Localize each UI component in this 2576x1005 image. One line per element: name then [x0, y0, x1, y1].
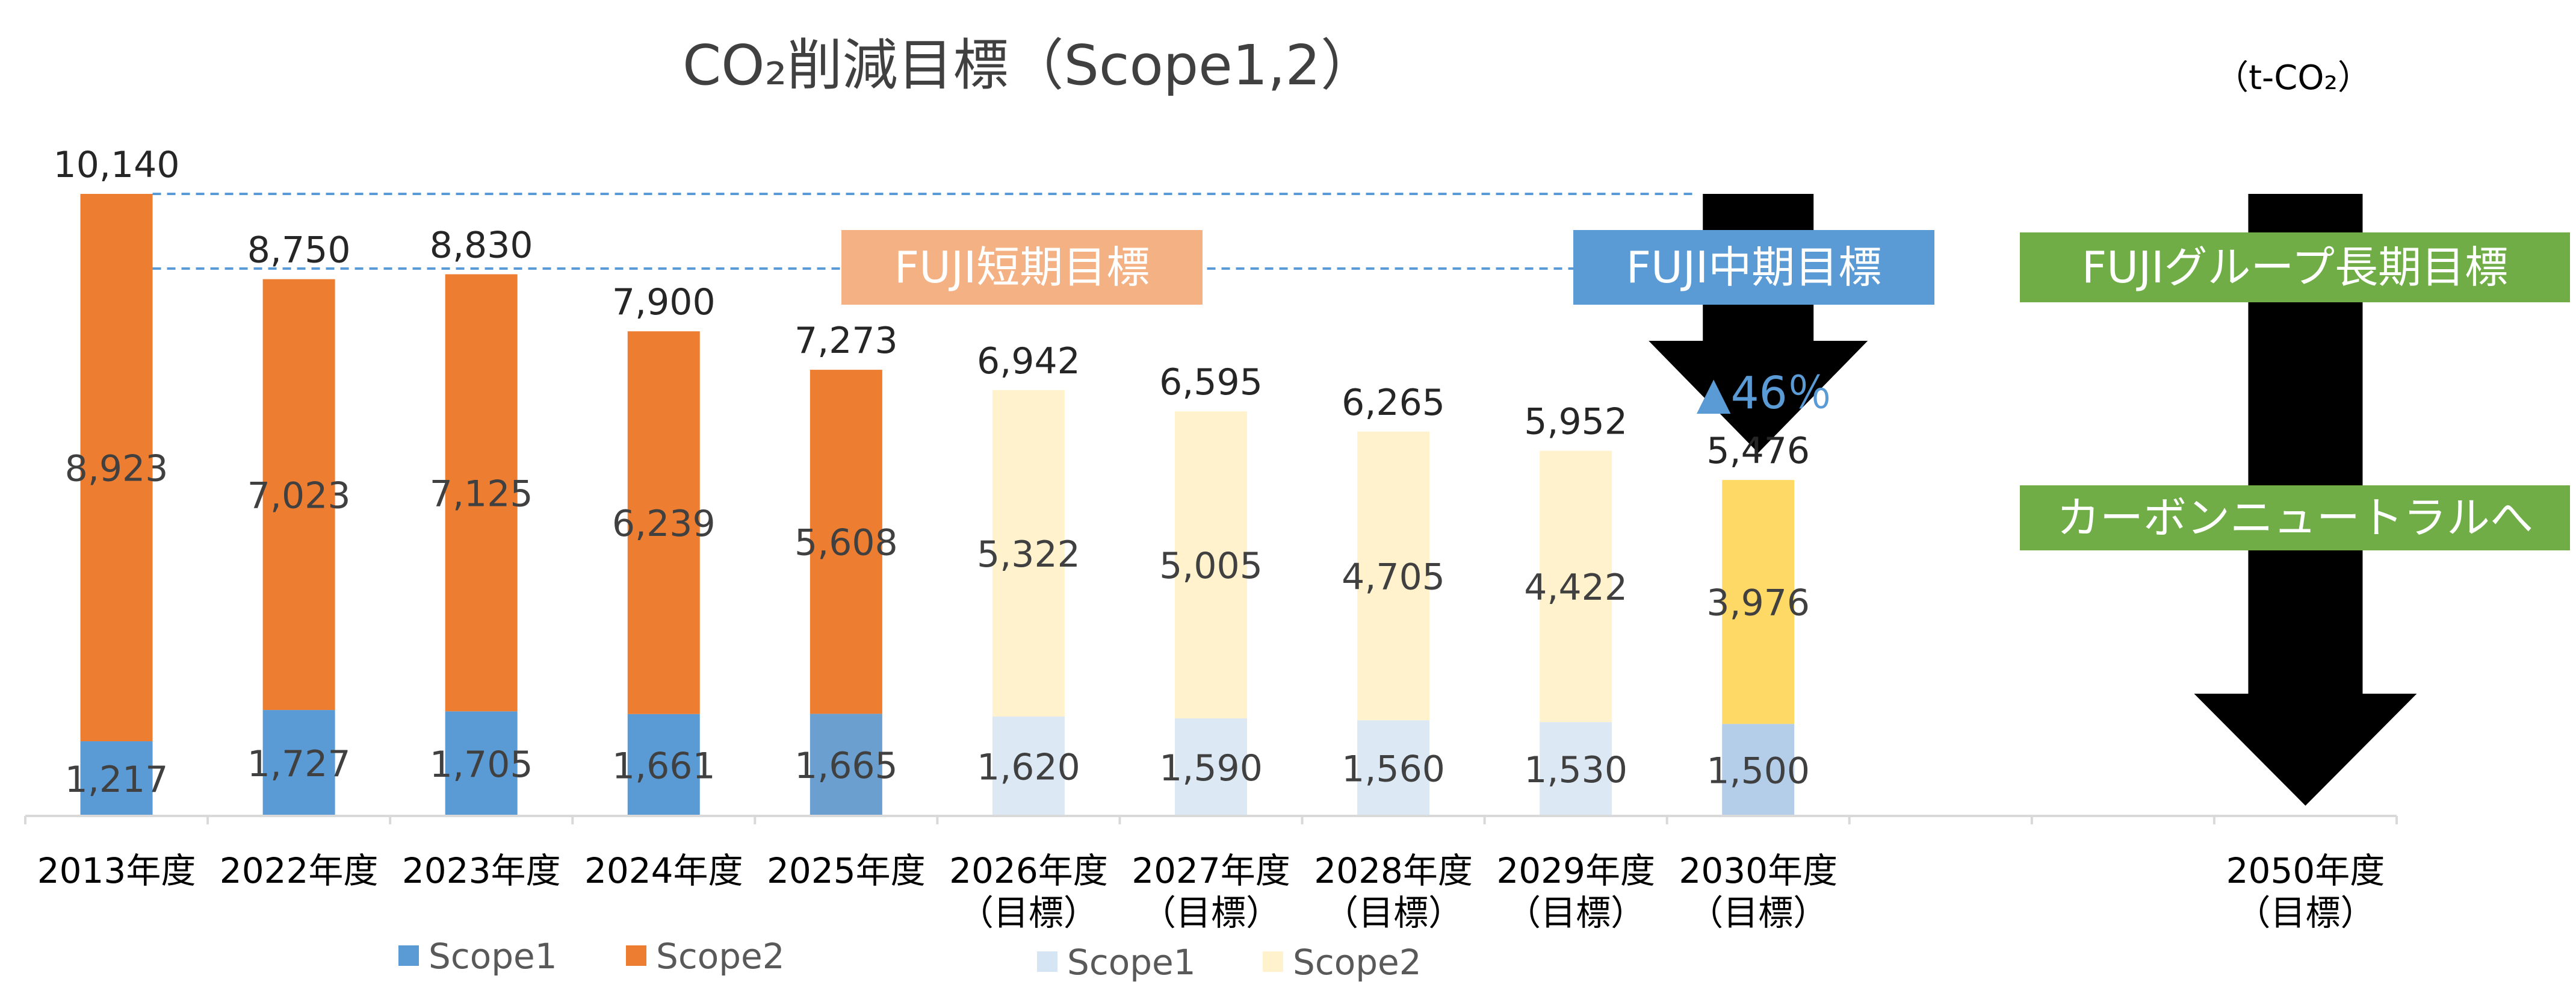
total-value-label: 8,830	[430, 224, 533, 266]
category-sublabel: （目標）	[2235, 892, 2375, 933]
category-label: 2025年度	[767, 850, 926, 891]
bars	[80, 194, 1795, 816]
scope2-value-label: 4,422	[1524, 567, 1627, 609]
category-label: 2013年度	[37, 850, 196, 891]
mid-term-target-text: FUJI中期目標	[1626, 242, 1882, 293]
total-value-label: 6,595	[1159, 361, 1263, 403]
category-label: 2024年度	[584, 850, 743, 891]
scope2-value-label: 5,608	[794, 522, 898, 564]
bar-scope2	[627, 331, 700, 714]
bar-scope2	[810, 370, 882, 714]
bar-scope2	[992, 390, 1065, 717]
total-value-label: 5,952	[1524, 401, 1627, 443]
category-sublabel: （目標）	[959, 892, 1098, 933]
scope1-value-label: 1,661	[612, 745, 716, 787]
bar-scope1	[810, 714, 882, 816]
long-term-target-box	[2020, 232, 2570, 302]
legend-swatch	[1037, 951, 1057, 972]
category-label: 2050年度	[2226, 850, 2385, 891]
legend-swatch	[626, 945, 646, 966]
scope1-value-label: 1,217	[65, 759, 169, 801]
value-labels: 1,217 8,923 10,140 1,727 7,023 8,750 1,705 7,12…	[54, 144, 1810, 801]
unit-label: （t-CO₂）	[2215, 58, 2371, 98]
bar-scope1	[1722, 724, 1795, 816]
total-value-label: 5,476	[1706, 430, 1810, 472]
total-value-label: 6,265	[1342, 382, 1445, 424]
bar-scope1	[1175, 718, 1247, 816]
scope1-value-label: 1,500	[1706, 750, 1810, 792]
scope1-value-label: 1,727	[247, 743, 351, 785]
category-label: 2030年度	[1679, 850, 1838, 891]
scope2-value-label: 5,322	[977, 534, 1080, 576]
legend-swatch	[398, 945, 419, 966]
total-value-label: 7,900	[612, 281, 716, 323]
mid-term-target-box	[1573, 230, 1934, 305]
scope1-value-label: 1,665	[794, 745, 898, 787]
bar-scope2	[1722, 480, 1795, 724]
category-label: 2028年度	[1314, 850, 1473, 891]
short-term-target-box	[841, 230, 1203, 305]
scope1-value-label: 1,620	[977, 746, 1080, 788]
legend-label: Scope2	[656, 936, 785, 977]
scope2-value-label: 5,005	[1159, 545, 1263, 587]
legend: Scope1 Scope2 Scope1 Scope2	[398, 936, 1422, 983]
bar-scope2	[1175, 411, 1247, 719]
bar-scope2	[1357, 431, 1430, 721]
bar-scope2	[262, 279, 335, 711]
bar-scope2	[445, 274, 518, 712]
scope2-value-label: 6,239	[612, 503, 716, 545]
scope1-value-label: 1,530	[1524, 749, 1627, 791]
bar-scope1	[1357, 720, 1430, 816]
bar-scope2	[1540, 450, 1612, 723]
legend-label: Scope2	[1293, 942, 1422, 983]
short-term-target-text: FUJI短期目標	[894, 242, 1150, 293]
scope2-value-label: 8,923	[65, 448, 169, 490]
category-label: 2022年度	[220, 850, 379, 891]
total-value-label: 7,273	[794, 320, 898, 362]
category-label: 2026年度	[949, 850, 1108, 891]
bar-scope1	[262, 710, 335, 816]
bar-scope1	[445, 711, 518, 816]
chart-title: CO₂削減目標（Scope1,2）	[683, 33, 1376, 98]
bar-scope1	[992, 716, 1065, 816]
category-label: 2023年度	[402, 850, 561, 891]
bar-scope1	[1540, 722, 1612, 816]
category-sublabel: （目標）	[1506, 892, 1646, 933]
carbon-neutral-text: カーボンニュートラルへ	[2057, 493, 2533, 543]
total-value-label: 6,942	[977, 340, 1080, 382]
reduction-percentage: ▲46％	[1697, 367, 1832, 419]
total-value-label: 10,140	[54, 144, 180, 186]
category-sublabel: （目標）	[1324, 892, 1463, 933]
scope1-value-label: 1,590	[1159, 747, 1263, 789]
carbon-neutral-box	[2020, 485, 2570, 550]
legend-label: Scope1	[429, 936, 557, 977]
scope2-value-label: 7,023	[247, 474, 351, 517]
legend-swatch	[1263, 951, 1283, 972]
scope1-value-label: 1,705	[430, 744, 533, 786]
bar-scope2	[80, 194, 153, 742]
total-value-label: 8,750	[247, 229, 351, 272]
bar-scope1	[80, 741, 153, 816]
long-term-target-text: FUJIグループ長期目標	[2082, 242, 2508, 293]
bar-scope1	[627, 714, 700, 816]
scope2-value-label: 3,976	[1706, 582, 1810, 624]
category-sublabel: （目標）	[1141, 892, 1281, 933]
scope2-value-label: 7,125	[430, 473, 533, 515]
category-label: 2029年度	[1496, 850, 1655, 891]
category-sublabel: （目標）	[1688, 892, 1828, 933]
legend-label: Scope1	[1067, 942, 1196, 983]
category-label: 2027年度	[1132, 850, 1290, 891]
x-axis: 2013年度 2022年度 2023年度 2024年度 2025年度 2026年度（目標）…	[24, 815, 2398, 933]
scope1-value-label: 1,560	[1342, 748, 1445, 791]
scope2-value-label: 4,705	[1342, 556, 1445, 598]
